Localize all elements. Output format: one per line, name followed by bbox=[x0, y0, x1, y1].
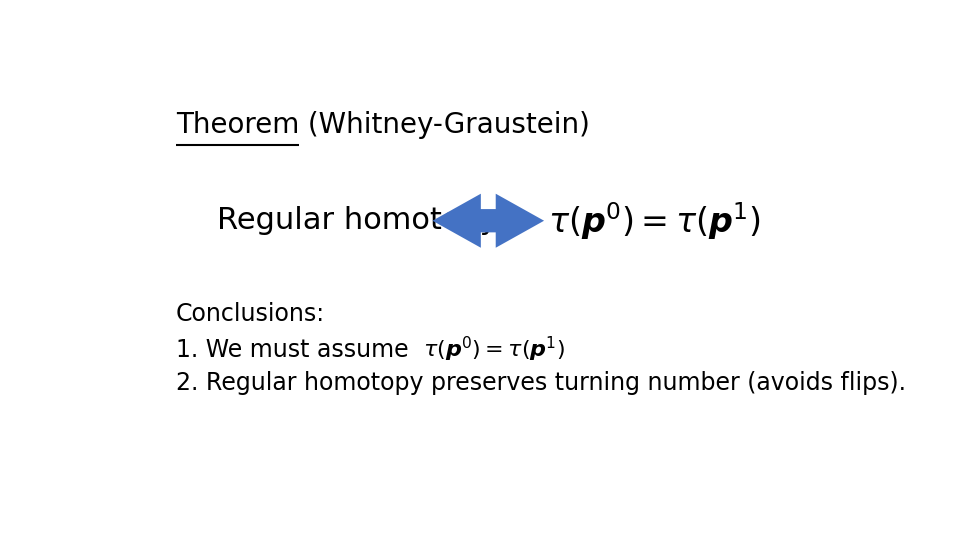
Polygon shape bbox=[432, 194, 544, 248]
Text: Theorem: Theorem bbox=[176, 111, 300, 139]
Text: $\tau(\boldsymbol{p}^0) = \tau(\boldsymbol{p}^1)$: $\tau(\boldsymbol{p}^0) = \tau(\boldsymb… bbox=[548, 200, 760, 241]
Text: 1. We must assume: 1. We must assume bbox=[176, 338, 423, 362]
Text: Conclusions:: Conclusions: bbox=[176, 302, 324, 326]
Text: (Whitney-Graustein): (Whitney-Graustein) bbox=[300, 111, 590, 139]
Text: 2. Regular homotopy preserves turning number (avoids flips).: 2. Regular homotopy preserves turning nu… bbox=[176, 371, 906, 395]
Text: $\tau(\boldsymbol{p}^0) = \tau(\boldsymbol{p}^1)$: $\tau(\boldsymbol{p}^0) = \tau(\boldsymb… bbox=[423, 335, 565, 364]
Text: Regular homotopy: Regular homotopy bbox=[217, 206, 497, 235]
